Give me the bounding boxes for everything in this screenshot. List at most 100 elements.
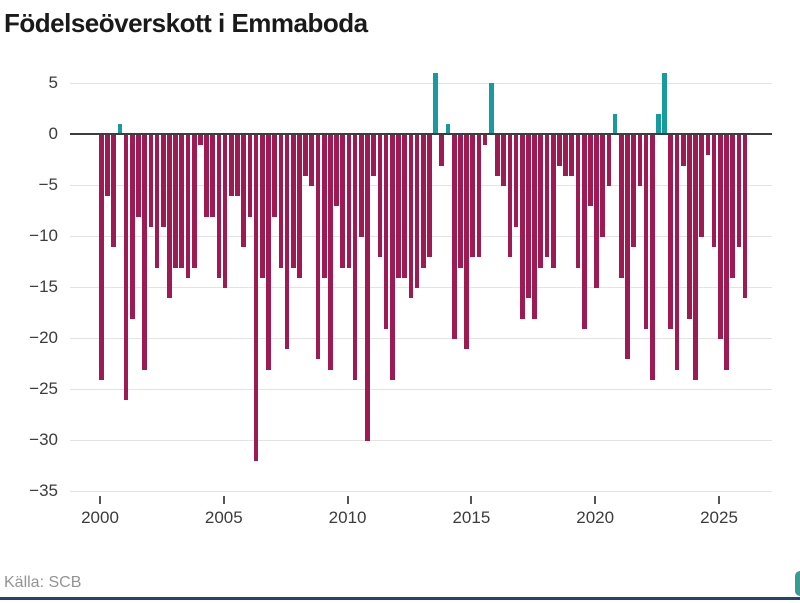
bar xyxy=(550,135,556,268)
x-axis-tick-mark xyxy=(222,496,225,504)
bar xyxy=(482,135,488,146)
x-axis-tick-label: 2020 xyxy=(576,508,615,527)
bar xyxy=(408,135,414,299)
y-axis-tick-label: −15 xyxy=(29,277,58,296)
bar xyxy=(513,135,519,227)
bar xyxy=(557,135,562,166)
bar xyxy=(612,113,618,134)
bar xyxy=(241,135,247,248)
bar xyxy=(488,83,494,134)
bar xyxy=(272,135,277,217)
bar xyxy=(699,135,705,237)
bar xyxy=(105,135,110,197)
bar xyxy=(216,135,222,278)
bar xyxy=(377,135,383,258)
y-axis-tick-label: −5 xyxy=(38,175,58,194)
bar xyxy=(736,135,742,248)
bar xyxy=(303,135,308,176)
bar xyxy=(321,135,327,278)
bar xyxy=(259,135,265,278)
gridline xyxy=(70,287,772,288)
bar xyxy=(730,135,736,278)
bar xyxy=(693,135,698,380)
gridline xyxy=(70,389,772,390)
x-axis-tick-label: 2015 xyxy=(452,508,491,527)
bar xyxy=(668,135,674,329)
bar xyxy=(334,135,339,207)
bar xyxy=(501,135,507,186)
bar xyxy=(687,135,692,319)
bar xyxy=(606,135,612,186)
bar xyxy=(742,135,748,299)
bar xyxy=(123,135,129,401)
bar xyxy=(631,135,637,248)
bar xyxy=(210,135,216,217)
bar xyxy=(507,135,513,258)
bar xyxy=(253,135,259,462)
bar xyxy=(625,135,630,360)
x-axis-tick-mark xyxy=(99,496,101,504)
bar xyxy=(680,135,686,166)
bar xyxy=(427,135,432,258)
bar xyxy=(278,135,284,268)
bar xyxy=(569,135,575,176)
bar xyxy=(439,135,445,166)
bar xyxy=(445,123,451,134)
bar xyxy=(519,135,525,319)
bar xyxy=(352,135,358,380)
bar xyxy=(247,135,253,217)
bar xyxy=(396,135,401,278)
bar xyxy=(290,135,296,268)
bar xyxy=(142,135,148,370)
bar xyxy=(340,135,346,268)
bar xyxy=(649,135,655,380)
bar xyxy=(383,135,389,329)
bar xyxy=(365,135,370,441)
bar xyxy=(99,135,104,380)
bar xyxy=(297,135,302,278)
x-axis-tick-label: 2005 xyxy=(204,508,243,527)
bar xyxy=(470,135,476,258)
bar xyxy=(420,135,426,268)
bar xyxy=(674,135,680,370)
bar xyxy=(718,135,723,339)
bar xyxy=(563,135,568,176)
y-axis-tick-label: −25 xyxy=(29,379,58,398)
bar xyxy=(458,135,463,268)
y-axis-tick-label: −30 xyxy=(29,430,58,449)
x-axis-tick-mark xyxy=(470,496,473,504)
bar xyxy=(328,135,333,370)
bar xyxy=(594,135,599,288)
bar xyxy=(532,135,537,319)
bar xyxy=(643,135,649,329)
bar xyxy=(600,135,606,237)
bottom-accent-border xyxy=(0,597,800,600)
bar xyxy=(637,135,643,186)
bar xyxy=(526,135,531,299)
bar xyxy=(315,135,321,360)
bar xyxy=(538,135,544,268)
bar xyxy=(148,135,154,227)
bar xyxy=(204,135,209,217)
bar xyxy=(154,135,160,268)
bar xyxy=(433,72,438,134)
bar xyxy=(711,135,717,248)
bar xyxy=(705,135,711,156)
bar xyxy=(160,135,166,227)
bar xyxy=(389,135,395,380)
bar xyxy=(451,135,457,339)
bar xyxy=(544,135,550,258)
bar xyxy=(111,135,117,248)
y-axis-tick-label: 5 xyxy=(48,73,58,92)
bar xyxy=(222,135,228,288)
bar xyxy=(266,135,271,370)
y-axis-tick-label: −20 xyxy=(29,328,58,347)
x-axis-tick-mark xyxy=(718,496,720,504)
bar xyxy=(402,135,407,278)
bar xyxy=(185,135,191,278)
bar xyxy=(235,135,240,197)
gridline xyxy=(70,338,772,339)
x-axis-tick-label: 2000 xyxy=(81,508,119,527)
bar xyxy=(228,135,234,197)
